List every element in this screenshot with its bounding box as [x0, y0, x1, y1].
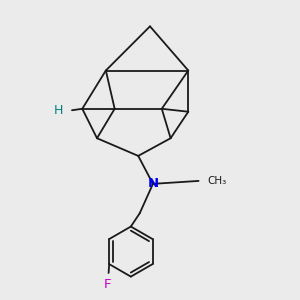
- Text: H: H: [54, 104, 63, 117]
- Text: CH₃: CH₃: [207, 176, 227, 186]
- Text: N: N: [147, 177, 158, 190]
- Text: F: F: [104, 278, 112, 291]
